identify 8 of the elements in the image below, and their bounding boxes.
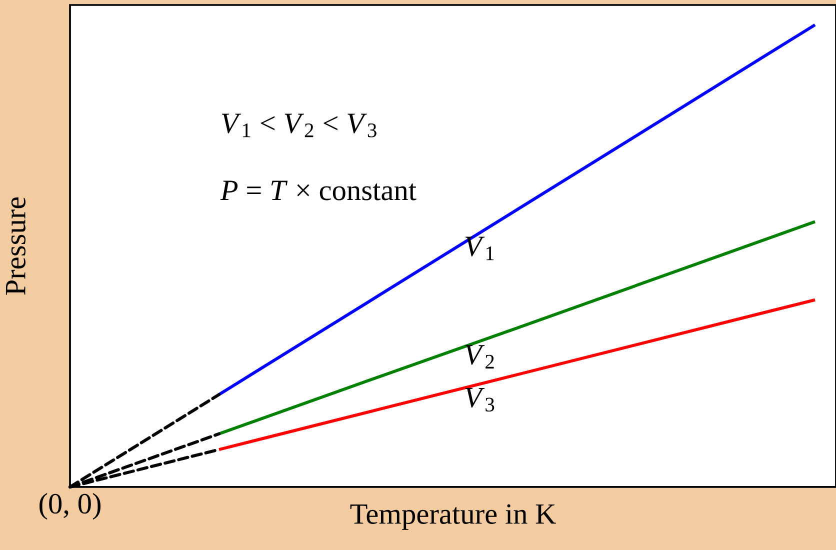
y-axis-title: Pressure: [6, 197, 26, 295]
series-label: V$_{2}$: [465, 345, 494, 368]
annotation: V$_{1}$ < V$_{2}$ < V$_{3}$: [222, 114, 376, 138]
annotation: P = T × constant: [220, 180, 416, 200]
text: (0, 0): [40, 493, 100, 520]
series-label: V$_{1}$: [465, 236, 494, 260]
x-axis-title: Temperature in K: [350, 504, 556, 530]
series-label: V$_{3}$: [465, 388, 494, 412]
